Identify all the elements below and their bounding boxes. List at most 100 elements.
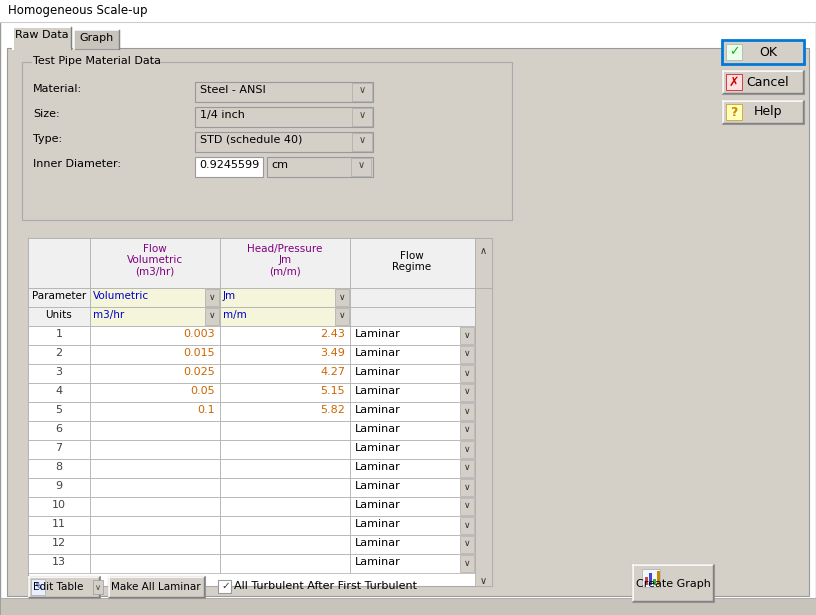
Text: Laminar: Laminar [355, 348, 401, 358]
Text: Size:: Size: [33, 109, 60, 119]
Bar [220, 345, 350, 364]
Bar [28, 288, 90, 307]
Text: Flow: Flow [400, 251, 424, 261]
Bar [352, 108, 372, 126]
Text: ∨: ∨ [339, 293, 345, 301]
Text: ∨: ∨ [463, 520, 470, 530]
Text: Laminar: Laminar [355, 557, 401, 567]
Bar [475, 345, 492, 364]
Text: Type:: Type: [33, 134, 62, 144]
Bar [74, 30, 119, 49]
Bar [460, 327, 474, 344]
Text: ∨: ∨ [463, 349, 470, 359]
Text: 5.15: 5.15 [321, 386, 345, 396]
Bar [220, 478, 350, 497]
Text: OK: OK [759, 46, 777, 58]
Bar [335, 289, 349, 306]
Bar [350, 459, 475, 478]
Bar [90, 326, 220, 345]
Text: 10: 10 [52, 500, 66, 510]
Bar [350, 345, 475, 364]
Text: 11: 11 [52, 519, 66, 529]
Text: Steel - ANSI: Steel - ANSI [200, 85, 266, 95]
Bar [14, 48, 71, 51]
Text: ∨: ∨ [463, 483, 470, 491]
Bar [642, 569, 660, 587]
Text: Laminar: Laminar [355, 386, 401, 396]
Bar [90, 383, 220, 402]
Text: ∨: ∨ [463, 368, 470, 378]
Bar [28, 516, 90, 535]
Text: ∨: ∨ [463, 558, 470, 568]
Bar [28, 478, 90, 497]
Bar [267, 157, 373, 177]
Text: 5.82: 5.82 [320, 405, 345, 415]
Text: ∨: ∨ [209, 312, 215, 320]
Bar [645, 577, 648, 585]
Bar [220, 421, 350, 440]
Text: Head/Pressure: Head/Pressure [247, 244, 322, 254]
Bar [475, 326, 492, 345]
Text: STD (schedule 40): STD (schedule 40) [200, 135, 303, 145]
Text: Laminar: Laminar [355, 462, 401, 472]
Bar [649, 573, 652, 585]
Bar [220, 238, 350, 288]
Bar [32, 58, 150, 67]
Bar [22, 62, 512, 220]
Bar [220, 535, 350, 554]
Text: 3: 3 [55, 367, 63, 377]
Bar [722, 100, 804, 124]
Text: Units: Units [46, 310, 73, 320]
Bar [726, 44, 742, 60]
Text: ∨: ∨ [463, 330, 470, 339]
Bar [653, 579, 656, 585]
Bar [657, 571, 660, 585]
Text: ?: ? [730, 106, 738, 119]
Text: 8: 8 [55, 462, 63, 472]
Text: ∨: ∨ [358, 85, 366, 95]
Text: Jm: Jm [223, 291, 236, 301]
Text: ∨: ∨ [358, 110, 366, 120]
Bar [31, 579, 45, 595]
Bar [460, 498, 474, 515]
Bar [475, 383, 492, 402]
Bar [28, 421, 90, 440]
Bar [195, 132, 373, 152]
Bar [350, 478, 475, 497]
Text: ∨: ∨ [357, 160, 365, 170]
Text: Make All Laminar: Make All Laminar [111, 582, 201, 592]
Bar [475, 307, 492, 326]
Text: Cancel: Cancel [747, 76, 789, 89]
Text: Laminar: Laminar [355, 443, 401, 453]
Text: 0.015: 0.015 [184, 348, 215, 358]
Bar [352, 133, 372, 151]
Text: 0.003: 0.003 [184, 329, 215, 339]
Bar [460, 517, 474, 534]
Bar [28, 238, 492, 586]
Text: ∨: ∨ [463, 387, 470, 397]
Text: m/m: m/m [223, 310, 246, 320]
Text: 4: 4 [55, 386, 63, 396]
Bar [460, 365, 474, 382]
Bar [220, 402, 350, 421]
Text: ∨: ∨ [95, 582, 101, 592]
Bar [350, 364, 475, 383]
Text: 9: 9 [55, 481, 63, 491]
Bar [220, 554, 350, 573]
Bar [460, 460, 474, 477]
Text: 2: 2 [55, 348, 63, 358]
Bar [28, 459, 90, 478]
Text: Homogeneous Scale-up: Homogeneous Scale-up [8, 4, 148, 17]
Text: Laminar: Laminar [355, 538, 401, 548]
Bar [460, 384, 474, 401]
Text: ∧: ∧ [480, 246, 486, 256]
Bar [28, 364, 90, 383]
Text: 6: 6 [55, 424, 63, 434]
Text: ∨: ∨ [463, 407, 470, 416]
Text: ∨: ∨ [463, 539, 470, 549]
Bar [28, 345, 90, 364]
Text: ∨: ∨ [480, 576, 486, 586]
Bar [350, 497, 475, 516]
Bar [220, 383, 350, 402]
Bar [460, 422, 474, 439]
